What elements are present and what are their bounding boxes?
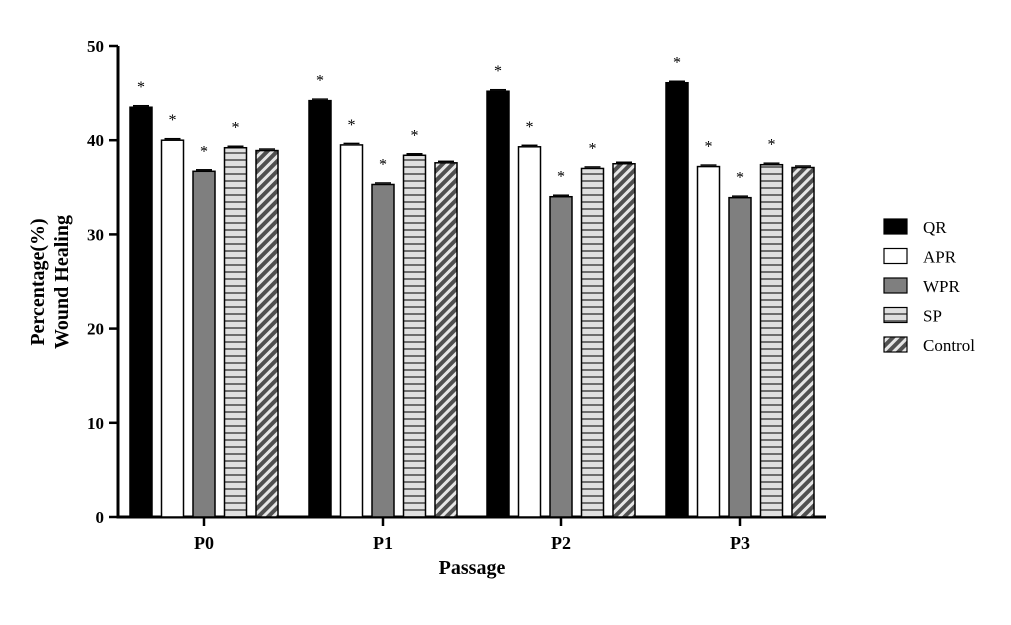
significance-marker: *: [736, 170, 744, 187]
significance-marker: *: [705, 139, 713, 156]
legend-label-qr: QR: [923, 218, 947, 237]
significance-marker: *: [494, 63, 502, 80]
y-tick-label: 0: [96, 508, 105, 527]
bar-wpr-p1: [371, 183, 395, 518]
significance-marker: *: [316, 73, 324, 90]
y-axis-title: Percentage(%) Wound Healing: [27, 215, 73, 349]
significance-marker: *: [411, 127, 419, 144]
y-axis-title-line-1: Percentage(%): [27, 218, 49, 345]
y-tick-label: 30: [87, 225, 104, 244]
x-tick-label: P0: [194, 533, 214, 553]
significance-marker: *: [673, 55, 681, 72]
significance-marker: *: [200, 143, 208, 160]
significance-marker: *: [589, 140, 597, 157]
y-tick-label: 20: [87, 320, 104, 339]
y-tick-label: 40: [87, 131, 104, 150]
bar-control-p2: [612, 163, 636, 518]
significance-marker: *: [232, 120, 240, 137]
significance-marker: *: [557, 169, 565, 186]
bar-sp-p2: [580, 167, 605, 518]
x-tick-label: P3: [730, 533, 750, 553]
legend-label-control: Control: [923, 336, 975, 355]
x-tick-label: P1: [373, 533, 393, 553]
legend-swatch-apr: [883, 247, 908, 265]
significance-marker: *: [137, 79, 145, 96]
bar-qr-p2: [486, 90, 510, 518]
legend-swatch-wpr: [883, 277, 908, 294]
x-tick-label: P2: [551, 533, 571, 553]
legend-label-wpr: WPR: [923, 277, 961, 296]
bar-sp-p0: [223, 146, 248, 518]
legend-label-apr: APR: [923, 248, 957, 267]
bar-wpr-p0: [192, 170, 216, 518]
y-tick-label: 10: [87, 414, 104, 433]
bar-sp-p3: [759, 163, 784, 518]
bar-apr-p2: [517, 146, 542, 518]
bar-qr-p3: [665, 81, 689, 518]
y-tick-label: 50: [87, 37, 104, 56]
bar-control-p1: [434, 162, 458, 518]
significance-marker: *: [526, 119, 534, 136]
bar-apr-p1: [339, 144, 364, 518]
y-axis-title-line-2: Wound Healing: [51, 215, 73, 349]
x-axis-title: Passage: [439, 557, 506, 579]
significance-marker: *: [348, 117, 356, 134]
significance-marker: *: [768, 137, 776, 154]
legend-swatch-qr: [883, 218, 908, 235]
bar-sp-p1: [402, 154, 427, 518]
bar-wpr-p2: [549, 195, 573, 518]
bar-control-p0: [255, 149, 279, 518]
legend-swatch-sp: [883, 306, 908, 324]
bar-apr-p0: [160, 139, 185, 518]
significance-marker: *: [379, 156, 387, 173]
bar-control-p3: [791, 166, 815, 518]
significance-marker: *: [169, 112, 177, 129]
bar-qr-p0: [129, 106, 153, 518]
bar-wpr-p3: [728, 196, 752, 518]
bar-apr-p3: [696, 165, 721, 518]
legend-label-sp: SP: [923, 307, 942, 326]
bar-qr-p1: [308, 99, 332, 518]
legend-swatch-control: [883, 336, 908, 353]
